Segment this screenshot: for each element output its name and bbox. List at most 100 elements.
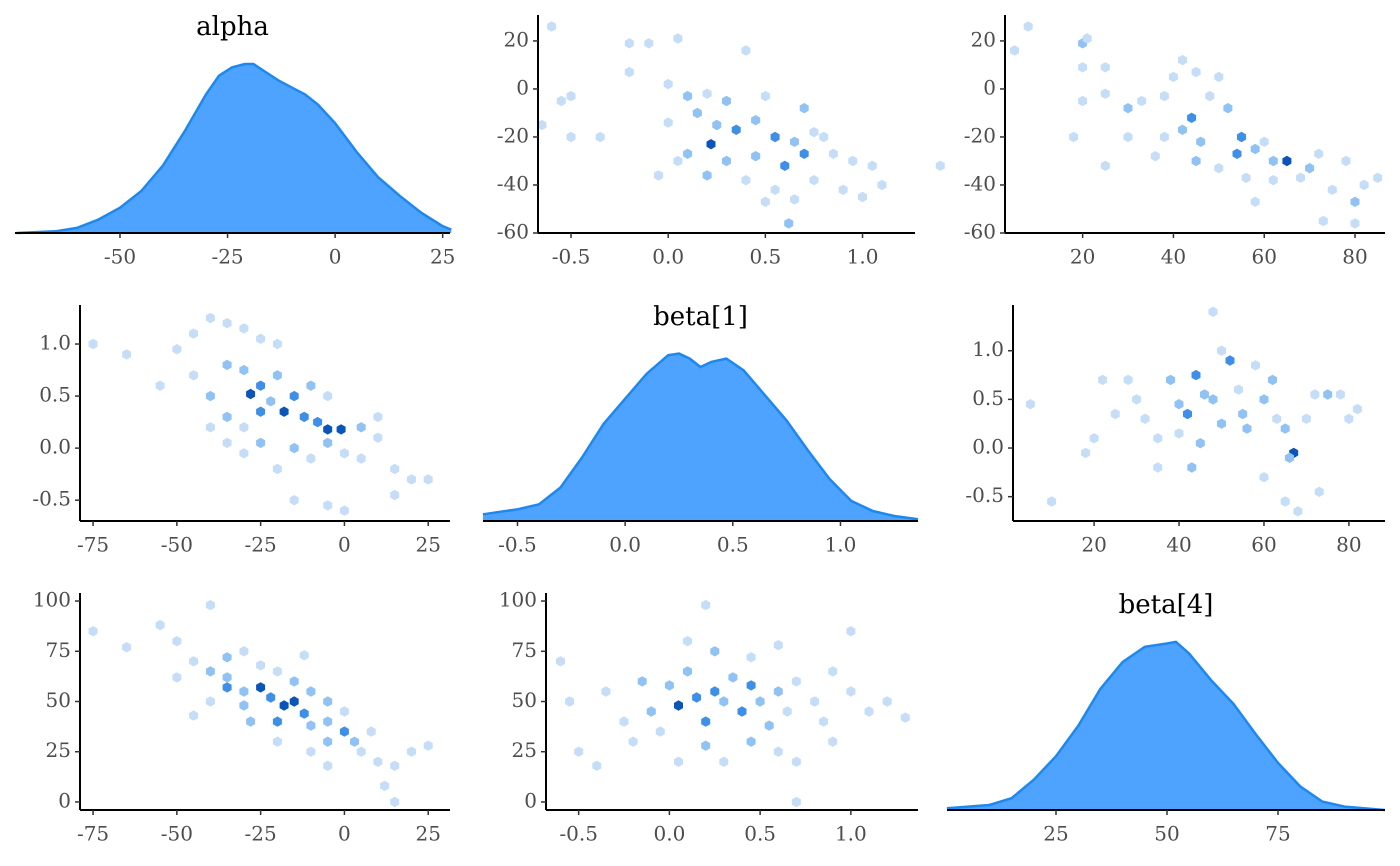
x-tick-label: -50 xyxy=(161,533,193,557)
hex-bin xyxy=(710,646,720,657)
hex-bin xyxy=(683,636,692,647)
hex-bin xyxy=(673,33,683,44)
hex-bin xyxy=(755,696,765,707)
hex-bin xyxy=(601,686,611,697)
hex-bin xyxy=(390,489,400,501)
hex-bin xyxy=(1089,433,1099,444)
hex-bin xyxy=(155,380,165,391)
hex-bin xyxy=(366,726,376,737)
hex-bin xyxy=(272,716,282,727)
hex-bin xyxy=(1296,172,1306,183)
hex-bin xyxy=(88,626,98,637)
y-tick-label: -0.5 xyxy=(965,483,1004,507)
hex-bin xyxy=(172,344,182,355)
hex-bin xyxy=(565,696,575,707)
hex-bin xyxy=(323,437,333,449)
hex-bin xyxy=(1251,360,1260,371)
hex-bin xyxy=(637,676,647,687)
hex-bin xyxy=(882,696,892,707)
x-tick-label: 80 xyxy=(1336,533,1361,557)
hex-bin xyxy=(1047,496,1057,507)
x-tick-label: 0 xyxy=(338,533,351,557)
hex-bin xyxy=(556,656,565,667)
hex-bin xyxy=(205,666,215,677)
hex-bin xyxy=(1110,408,1120,420)
hex-bin xyxy=(256,660,266,671)
hex-bin xyxy=(1100,160,1110,171)
hex-bin xyxy=(272,338,282,350)
hex-bin xyxy=(773,640,783,651)
hex-bin xyxy=(239,646,249,657)
hex-bin xyxy=(746,680,756,691)
hex-bin xyxy=(790,136,799,147)
hex-bin xyxy=(1123,103,1133,114)
hex-bin xyxy=(1335,389,1345,400)
hex-bin xyxy=(1259,472,1269,483)
hex-bin xyxy=(810,696,820,707)
hex-bin xyxy=(1078,62,1088,73)
hex-bin xyxy=(205,696,215,707)
hex-bin xyxy=(683,148,693,159)
hex-bin xyxy=(1238,408,1248,420)
hex-bin xyxy=(1153,433,1163,444)
hex-bin xyxy=(339,726,349,737)
hex-bin xyxy=(390,463,400,475)
hex-bin xyxy=(222,682,232,693)
hex-bin xyxy=(655,726,665,737)
hex-bin xyxy=(819,131,829,143)
y-tick-label: 50 xyxy=(46,688,71,712)
hex-bin xyxy=(819,716,829,727)
hex-bin xyxy=(828,666,838,677)
hex-bin xyxy=(239,364,249,376)
hex-bin xyxy=(712,119,722,131)
hex-bin xyxy=(1217,345,1226,356)
hex-bin xyxy=(1268,155,1278,167)
hex-bin xyxy=(1208,306,1218,317)
hex-bin xyxy=(239,686,249,697)
hex-bin xyxy=(1178,124,1187,135)
hex-bin xyxy=(628,736,638,747)
hex-bin xyxy=(256,380,266,391)
hex-bin xyxy=(323,696,333,707)
hex-bin xyxy=(1310,389,1320,400)
hex-bin xyxy=(266,396,276,407)
hex-bin xyxy=(674,756,683,767)
hex-bin xyxy=(380,780,390,792)
hex-bin xyxy=(306,453,316,464)
hex-bin xyxy=(1196,136,1206,147)
hex-bin xyxy=(828,736,838,747)
hex-bin xyxy=(1268,175,1278,186)
hex-bin xyxy=(1025,399,1035,410)
hex-bin xyxy=(702,170,712,181)
x-tick-label: -25 xyxy=(245,822,277,846)
hex-bin xyxy=(790,194,799,205)
hex-bin xyxy=(1259,136,1269,147)
hex-bin xyxy=(864,706,874,717)
hex-bin xyxy=(1010,45,1019,56)
x-tick-label: 0 xyxy=(329,245,342,269)
hex-bin xyxy=(272,370,282,381)
hex-bin xyxy=(1350,218,1360,229)
hex-bin xyxy=(701,599,711,611)
hex-bin xyxy=(272,666,282,677)
y-tick-label: 0 xyxy=(58,788,71,812)
x-tick-label: 0.0 xyxy=(653,822,685,846)
y-tick-label: -20 xyxy=(964,123,996,147)
x-tick-label: -75 xyxy=(77,822,109,846)
hex-bin xyxy=(189,328,199,339)
hex-bin xyxy=(646,706,656,717)
hex-bin xyxy=(222,652,232,663)
hex-bin xyxy=(1327,184,1337,195)
hex-bin xyxy=(799,103,809,114)
panel-title: alpha xyxy=(196,12,269,42)
hex-bin xyxy=(239,323,249,334)
hex-bin xyxy=(722,95,731,107)
hex-bin xyxy=(592,760,602,771)
x-tick-label: -0.5 xyxy=(552,245,591,269)
hex-bin xyxy=(624,66,634,78)
x-tick-label: 0.5 xyxy=(717,533,749,557)
hex-bin xyxy=(1301,413,1311,424)
hex-bin xyxy=(122,349,132,360)
hex-bin xyxy=(256,406,266,417)
hex-bin xyxy=(1241,172,1251,183)
